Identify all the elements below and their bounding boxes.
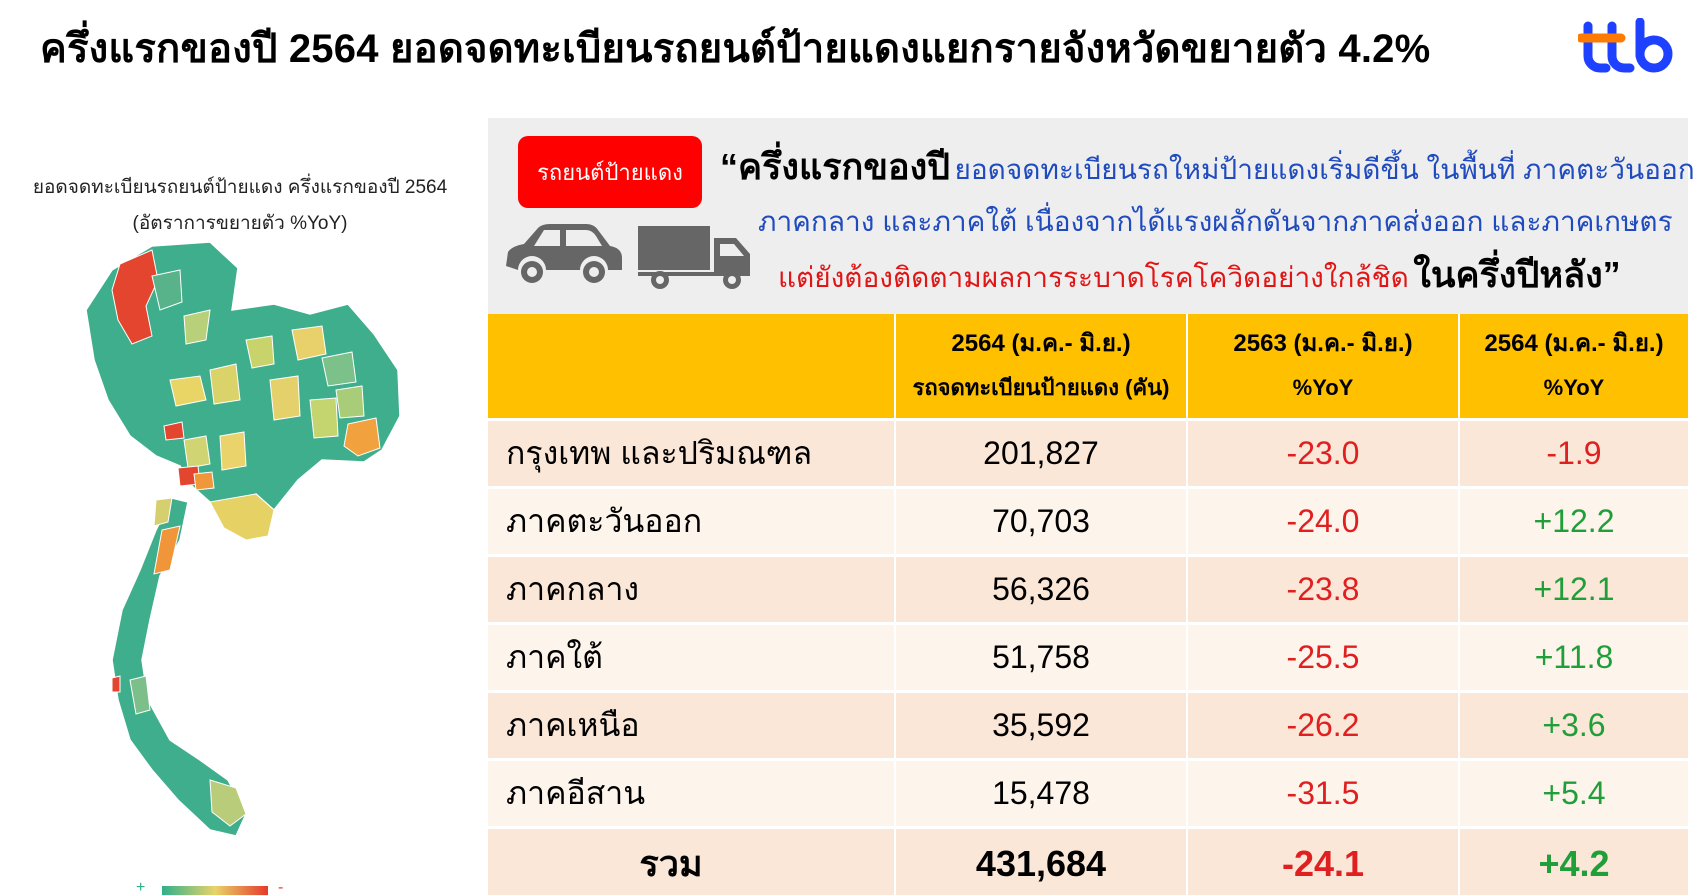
legend-plus: +: [136, 879, 145, 895]
province-orange-east: [343, 417, 381, 457]
province-red-north: [111, 249, 159, 345]
header-2563-year: 2563 (ม.ค.- มิ.ย.): [1233, 330, 1413, 357]
header-units-year: 2564 (ม.ค.- มิ.ย.): [951, 330, 1131, 357]
thailand-province-map: [85, 241, 401, 837]
yoy-2564-cell: +12.2: [1533, 503, 1615, 539]
region-cell: ภาคเหนือ: [488, 693, 896, 758]
yoy-2564-cell: +12.1: [1533, 571, 1615, 607]
map-caption-line2: (อัตราการขยายตัว %YoY): [132, 213, 348, 234]
header-cell-yoy-2563: 2563 (ม.ค.- มิ.ย.) %YoY: [1188, 314, 1460, 418]
table-row: ภาคอีสาน 15,478 -31.5 +5.4: [488, 758, 1688, 826]
header-cell-yoy-2564: 2564 (ม.ค.- มิ.ย.) %YoY: [1460, 314, 1688, 418]
map-east-coast: [209, 493, 275, 541]
total-label-cell: รวม: [488, 829, 896, 895]
header-2563-label: %YoY: [1292, 375, 1354, 400]
header-cell-units: 2564 (ม.ค.- มิ.ย.) รถจดทะเบียนป้ายแดง (ค…: [896, 314, 1188, 418]
table-header-row: 2564 (ม.ค.- มิ.ย.) รถจดทะเบียนป้ายแดง (ค…: [488, 314, 1688, 418]
region-cell: ภาคอีสาน: [488, 761, 896, 826]
header-cell-region: [488, 314, 896, 418]
units-cell: 15,478: [896, 761, 1188, 826]
map-body: [85, 241, 401, 512]
table-row: ภาคใต้ 51,758 -25.5 +11.8: [488, 622, 1688, 690]
header-2564-year: 2564 (ม.ค.- มิ.ย.): [1484, 330, 1664, 357]
quote-line-2: ภาคกลาง และภาคใต้ เนื่องจากได้แรงผลักดัน…: [758, 200, 1673, 244]
yoy-2564-cell: +3.6: [1542, 707, 1606, 743]
yoy-2563-cell: -24.0: [1188, 489, 1460, 554]
quote-close: ในครึ่งปีหลัง”: [1413, 254, 1621, 295]
table-row: ภาคตะวันออก 70,703 -24.0 +12.2: [488, 486, 1688, 554]
map-color-legend: + -: [136, 879, 283, 895]
page-title: ครึ่งแรกของปี 2564 ยอดจดทะเบียนรถยนต์ป้า…: [40, 27, 1431, 71]
quote-line-3: แต่ยังต้องติดตามผลการระบาดโรคโควิดอย่างใ…: [778, 246, 1621, 303]
map-caption-line1: ยอดจดทะเบียนรถยนต์ป้ายแดง ครึ่งแรกของปี …: [32, 177, 448, 198]
quote-text-3: แต่ยังต้องติดตามผลการระบาดโรคโควิดอย่างใ…: [778, 262, 1409, 293]
region-cell: ภาคกลาง: [488, 557, 896, 622]
units-cell: 51,758: [896, 625, 1188, 690]
yoy-2564-cell: +11.8: [1534, 639, 1614, 675]
yoy-2563-cell: -23.0: [1188, 421, 1460, 486]
units-cell: 201,827: [896, 421, 1188, 486]
yoy-2564-cell: +5.4: [1542, 775, 1606, 811]
region-cell: ภาคตะวันออก: [488, 489, 896, 554]
yoy-2563-cell: -26.2: [1188, 693, 1460, 758]
header-2564-label: %YoY: [1543, 375, 1605, 400]
units-cell: 70,703: [896, 489, 1188, 554]
map-caption: ยอดจดทะเบียนรถยนต์ป้ายแดง ครึ่งแรกของปี …: [10, 170, 470, 242]
quote-line-1: “ครึ่งแรกของปี ยอดจดทะเบียนรถใหม่ป้ายแดง…: [720, 138, 1695, 195]
truck-icon: [638, 226, 750, 289]
quote-text-1: ยอดจดทะเบียนรถใหม่ป้ายแดงเริ่มดีขึ้น ในพ…: [954, 154, 1695, 185]
yoy-2563-cell: -23.8: [1188, 557, 1460, 622]
province-orange-central: [193, 471, 215, 491]
yoy-2564-cell: -1.9: [1546, 435, 1602, 471]
total-yoy-2563-cell: -24.1: [1188, 829, 1460, 895]
ttb-logo: [1578, 18, 1673, 73]
legend-minus: -: [278, 879, 283, 895]
units-cell: 35,592: [896, 693, 1188, 758]
car-icon: [506, 224, 622, 283]
yoy-2563-cell: -25.5: [1188, 625, 1460, 690]
province-red-phuket: [111, 675, 121, 693]
category-badge: รถยนต์ป้ายแดง: [518, 136, 702, 208]
table-row: ภาคเหนือ 35,592 -26.2 +3.6: [488, 690, 1688, 758]
province-orange-south: [153, 525, 181, 575]
total-units-cell: 431,684: [896, 829, 1188, 895]
yoy-2563-cell: -31.5: [1188, 761, 1460, 826]
region-cell: กรุงเทพ และปริมณฑล: [488, 421, 896, 486]
table-row: ภาคกลาง 56,326 -23.8 +12.1: [488, 554, 1688, 622]
map-peninsula: [111, 497, 247, 837]
quote-open: “ครึ่งแรกของปี: [720, 146, 950, 187]
region-cell: ภาคใต้: [488, 625, 896, 690]
summary-panel: รถยนต์ป้ายแดง “ครึ่งแรกของปี ยอดจดทะเบีย…: [488, 118, 1695, 314]
province-red-central: [163, 421, 185, 441]
registration-table: 2564 (ม.ค.- มิ.ย.) รถจดทะเบียนป้ายแดง (ค…: [488, 314, 1688, 895]
units-cell: 56,326: [896, 557, 1188, 622]
total-yoy-2564-cell: +4.2: [1538, 842, 1610, 884]
legend-gradient: [162, 886, 268, 895]
quote-text-2: ภาคกลาง และภาคใต้ เนื่องจากได้แรงผลักดัน…: [758, 206, 1673, 237]
table-row: กรุงเทพ และปริมณฑล 201,827 -23.0 -1.9: [488, 418, 1688, 486]
table-total-row: รวม 431,684 -24.1 +4.2: [488, 826, 1688, 895]
header-units-label: รถจดทะเบียนป้ายแดง (คัน): [912, 375, 1170, 400]
